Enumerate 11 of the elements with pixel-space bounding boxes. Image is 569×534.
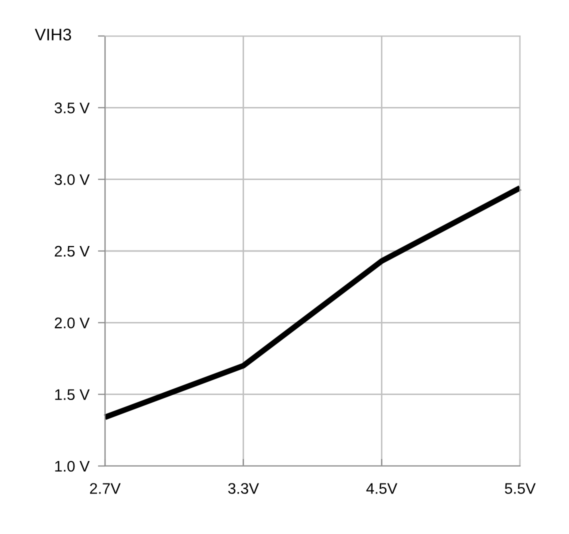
y-axis-title: VIH3 bbox=[34, 28, 72, 40]
x-tick-label: 4.5V bbox=[366, 483, 398, 494]
y-tick-label: 3.0 V bbox=[54, 174, 90, 186]
x-tick-label: 5.5V bbox=[504, 483, 536, 494]
x-tick-label: 3.3V bbox=[228, 483, 259, 494]
y-tick-label: 2.0 V bbox=[54, 318, 90, 328]
y-tick-label: 1.0 V bbox=[55, 460, 90, 472]
y-tick-label: 1.5 V bbox=[55, 389, 90, 400]
y-tick-label: 2.5 V bbox=[54, 246, 90, 257]
y-tick-label: 3.5 V bbox=[54, 102, 90, 114]
x-tick-label: 2.7V bbox=[90, 483, 121, 494]
